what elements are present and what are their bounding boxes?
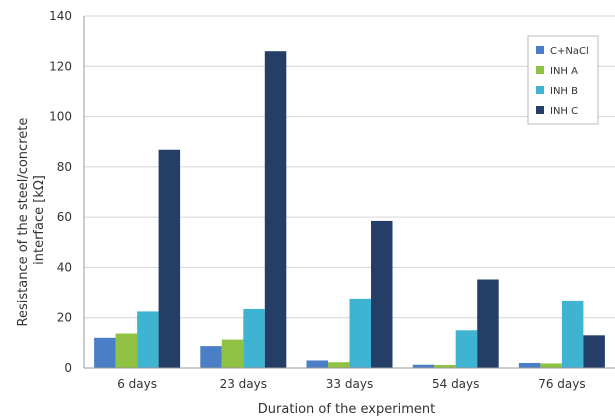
bars [94,51,605,368]
bar-inh-a-4 [540,363,562,368]
legend-label: C+NaCl [550,46,589,57]
axes [83,16,615,369]
legend: C+NaCl INH A INH B INH C [527,35,599,125]
bar-inh-b-1 [243,308,265,368]
x-tick-label: 6 days [117,377,157,391]
bar-inh-b-3 [455,330,478,368]
bar-c-nacl-2 [306,360,328,368]
y-axis-title: Resistance of the steel/concrete interfa… [16,114,47,327]
y-tick-label: 0 [64,361,72,375]
y-tick-labels: 0 20 40 60 80 100 120 140 [49,9,72,375]
legend-label: INH C [550,106,578,117]
bar-c-nacl-1 [200,346,222,368]
bar-c-nacl-4 [518,362,541,368]
y-tick-label: 40 [57,260,72,274]
bar-c-nacl-3 [412,364,435,368]
x-tick-label: 76 days [538,377,585,391]
x-tick-label: 23 days [220,377,267,391]
legend-label: INH A [550,66,578,77]
y-tick-label: 100 [49,110,72,124]
y-tick-label: 60 [57,210,72,224]
x-tick-label: 33 days [326,377,373,391]
legend-swatch [536,106,544,114]
bar-inh-c-1 [264,51,287,368]
x-axis-title: Duration of the experiment [258,402,435,417]
bar-inh-c-4 [583,335,605,368]
y-tick-label: 120 [49,59,72,73]
bar-inh-a-0 [115,333,138,368]
y-tick-label: 20 [57,311,72,325]
y-tick-label: 140 [49,9,72,23]
bar-inh-b-4 [561,300,584,368]
bar-inh-c-3 [477,279,499,368]
bar-c-nacl-0 [94,337,116,368]
y-tick-label: 80 [57,160,72,174]
bar-inh-c-0 [158,149,181,368]
x-tick-labels: 6 days 23 days 33 days 54 days 76 days [117,377,585,391]
bar-inh-a-1 [221,339,244,368]
bar-inh-c-2 [371,220,393,368]
legend-swatch [536,66,544,74]
y-axis-title-line-2: interface [kΩ] [32,175,47,265]
legend-label: INH B [550,86,578,97]
bar-inh-b-0 [137,311,159,368]
bar-inh-a-3 [434,364,456,368]
x-tick-label: 54 days [432,377,479,391]
legend-swatch [536,46,544,54]
bar-inh-a-2 [328,362,350,368]
y-axis-title-line-1: Resistance of the steel/concrete [16,118,31,327]
legend-swatch [536,86,544,94]
bar-inh-b-2 [349,298,371,368]
